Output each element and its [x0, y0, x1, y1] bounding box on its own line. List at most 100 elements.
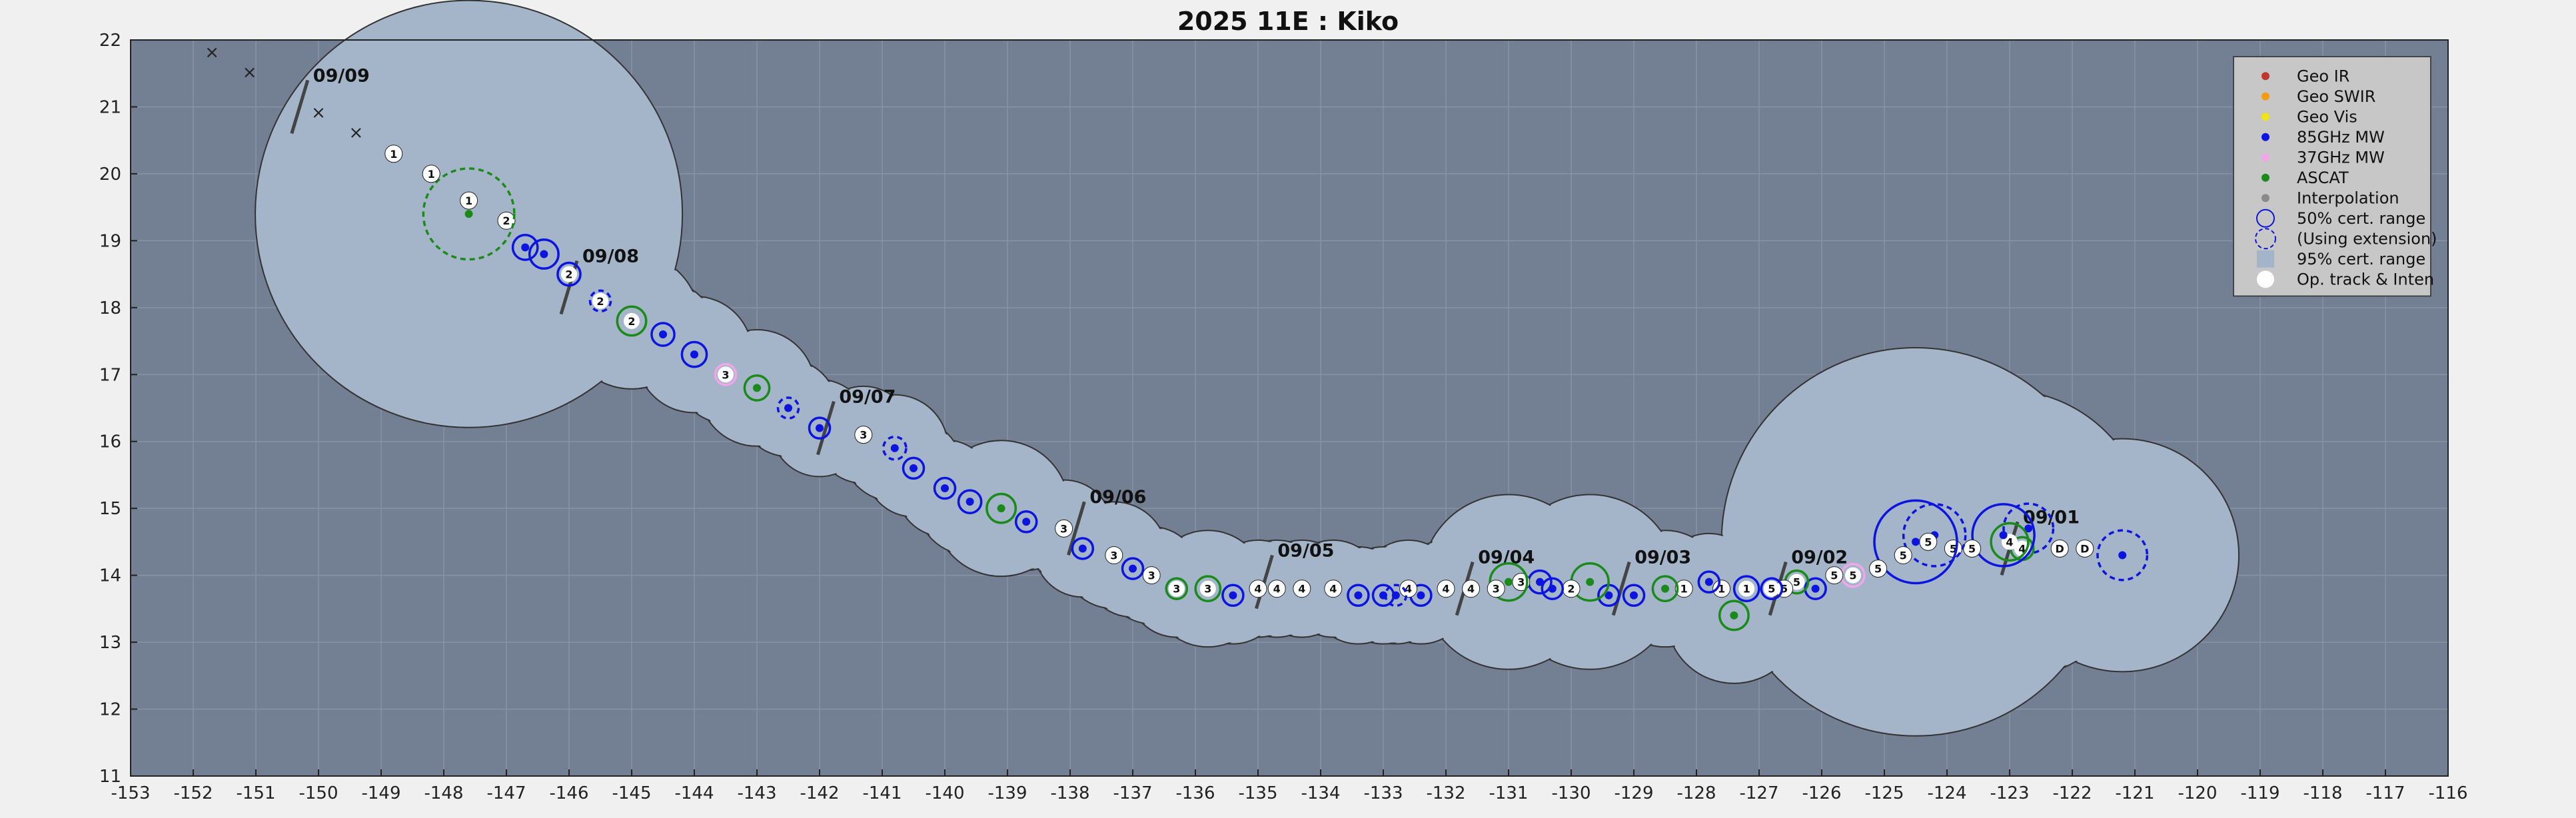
track-point: 1 — [1732, 575, 1760, 603]
track-point: 1 — [384, 145, 403, 163]
x-tick-label: -133 — [1363, 783, 1403, 803]
y-tick-label: 12 — [99, 700, 121, 720]
intensity-label: 3 — [1110, 550, 1117, 562]
fix-dot — [1354, 591, 1363, 600]
x-tick-label: -139 — [987, 783, 1027, 803]
y-tick-label: 19 — [99, 231, 121, 251]
x-tick-label: -146 — [549, 783, 588, 803]
certainty-ring — [1371, 584, 1395, 608]
intensity-label: 4 — [1405, 583, 1412, 596]
intensity-label: D — [2056, 542, 2064, 555]
track-point — [680, 340, 708, 368]
intensity-marker — [561, 266, 577, 282]
certainty-ring — [1697, 570, 1721, 594]
x-tick-label: -124 — [1927, 783, 1966, 803]
certainty-ring — [882, 435, 908, 461]
legend-dot — [2261, 72, 2269, 81]
op-track-marker — [497, 211, 516, 230]
intensity-label: 5 — [1950, 542, 1957, 555]
intensity-label: 5 — [1849, 570, 1856, 582]
track-point — [1873, 499, 1958, 585]
track-point: 2 — [616, 305, 648, 337]
fix-dot — [1999, 531, 2008, 540]
y-tick-label: 14 — [99, 566, 121, 586]
intensity-label: 1 — [1718, 583, 1725, 596]
track-point — [1489, 562, 1529, 602]
fix-dot — [2024, 524, 2033, 533]
certainty-ring — [1732, 575, 1760, 603]
intensity-marker — [1763, 580, 1780, 597]
intensity-label: 3 — [1173, 583, 1180, 596]
track-point — [1371, 584, 1395, 608]
op-track-marker — [1487, 580, 1505, 598]
op-track-marker — [1105, 546, 1123, 564]
certainty-ring — [1902, 503, 1967, 568]
x-tick-label: -136 — [1175, 783, 1215, 803]
op-track-marker — [1249, 580, 1267, 598]
fix-dot — [1078, 544, 1087, 553]
legend-dot — [2261, 133, 2269, 141]
certainty-ring — [1990, 522, 2030, 562]
intensity-label: 1 — [1680, 583, 1688, 596]
intensity-label: 4 — [1467, 583, 1475, 596]
x-tick-label: -128 — [1676, 783, 1716, 803]
chart-title: 2025 11E : Kiko — [1177, 7, 1399, 36]
fix-dot — [659, 330, 667, 338]
intensity-label: 4 — [1298, 583, 1305, 596]
certainty-ring — [556, 261, 582, 287]
track-point — [1347, 584, 1370, 608]
track-point: 4 — [1462, 580, 1481, 598]
intensity-label: 1 — [390, 148, 397, 161]
intensity-label: 5 — [1874, 563, 1882, 576]
certainty-ring — [511, 234, 539, 261]
intensity-label: 3 — [1060, 522, 1067, 535]
x-tick-label: -134 — [1301, 783, 1340, 803]
fix-dot — [1605, 591, 1613, 600]
intensity-label: 1 — [1743, 583, 1750, 596]
fix-dot — [753, 384, 761, 392]
track-point: 4 — [1249, 580, 1267, 598]
intensity-label: 4 — [2006, 536, 2013, 548]
intensity-label: 4 — [1273, 583, 1281, 596]
track-point: 3 — [1105, 546, 1123, 564]
plot-frame — [130, 39, 2449, 777]
op-track-marker — [460, 191, 478, 210]
fix-dot — [1730, 611, 1738, 619]
track-point: 3 — [714, 363, 738, 386]
op-track-marker — [1267, 580, 1286, 598]
intensity-label: 2 — [1567, 583, 1575, 596]
intensity-label: 3 — [1493, 583, 1500, 596]
intensity-label: 5 — [1830, 570, 1838, 582]
intensity-label: 5 — [1900, 550, 1907, 562]
intensity-label: 5 — [1793, 576, 1800, 589]
fix-dot — [784, 404, 792, 412]
legend-label: ASCAT — [2297, 169, 2349, 187]
date-label: 09/09 — [313, 65, 370, 86]
fix-dot — [890, 444, 899, 452]
track-point — [808, 416, 832, 440]
certainty-ring — [902, 456, 926, 480]
intensity-label: 1 — [465, 195, 472, 207]
fix-dot — [540, 250, 548, 258]
track-point: 2 — [1562, 580, 1581, 598]
intensity-label: 2 — [502, 214, 510, 227]
date-tick — [816, 400, 836, 456]
intensity-marker — [1199, 580, 1216, 597]
y-tick-label: 13 — [99, 633, 121, 653]
track-point: 1 — [422, 165, 440, 183]
certainty-ring — [985, 492, 1017, 524]
certainty-ring — [1651, 575, 1679, 603]
fix-dot — [690, 350, 698, 359]
legend-swatch — [2257, 250, 2274, 268]
fix-dot — [816, 424, 824, 432]
track-point: 5 — [1869, 560, 1888, 578]
certainty-ring — [776, 396, 800, 420]
fix-dot — [464, 210, 473, 218]
intensity-label: 3 — [860, 429, 867, 442]
op-track-marker — [1399, 580, 1418, 598]
date-tick — [290, 79, 310, 135]
certainty-ring — [743, 374, 771, 402]
x-tick-label: -126 — [1802, 783, 1841, 803]
